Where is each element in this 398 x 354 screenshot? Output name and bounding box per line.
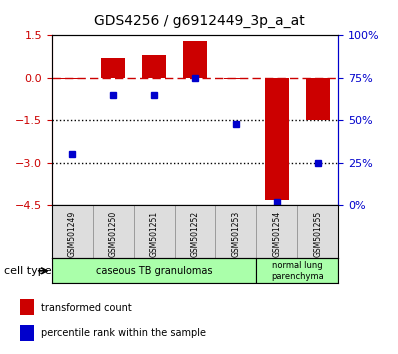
Text: cell type: cell type xyxy=(4,266,52,276)
Text: GDS4256 / g6912449_3p_a_at: GDS4256 / g6912449_3p_a_at xyxy=(94,14,304,28)
Text: GSM501251: GSM501251 xyxy=(150,208,158,263)
Text: GSM501250: GSM501250 xyxy=(109,208,118,263)
Text: percentile rank within the sample: percentile rank within the sample xyxy=(41,328,207,338)
Bar xyxy=(224,78,248,79)
Bar xyxy=(60,78,84,79)
Text: GSM501252: GSM501252 xyxy=(191,208,199,263)
Bar xyxy=(183,41,207,78)
Text: GSM501254: GSM501254 xyxy=(272,208,281,263)
Bar xyxy=(306,78,330,120)
Bar xyxy=(142,55,166,78)
Text: GSM501255: GSM501255 xyxy=(313,208,322,263)
FancyBboxPatch shape xyxy=(256,258,338,283)
Text: GSM501254: GSM501254 xyxy=(272,211,281,257)
Bar xyxy=(101,58,125,78)
FancyBboxPatch shape xyxy=(52,258,256,283)
Text: normal lung
parenchyma: normal lung parenchyma xyxy=(271,261,324,280)
Bar xyxy=(20,299,34,315)
Text: GSM501251: GSM501251 xyxy=(150,211,158,257)
Text: GSM501249: GSM501249 xyxy=(68,208,77,263)
Text: caseous TB granulomas: caseous TB granulomas xyxy=(96,266,212,276)
Text: GSM501249: GSM501249 xyxy=(68,211,77,257)
Text: GSM501253: GSM501253 xyxy=(232,208,240,263)
Text: GSM501253: GSM501253 xyxy=(232,211,240,257)
Text: GSM501250: GSM501250 xyxy=(109,211,118,257)
Text: GSM501255: GSM501255 xyxy=(313,211,322,257)
Bar xyxy=(265,78,289,200)
Text: GSM501252: GSM501252 xyxy=(191,211,199,257)
Bar xyxy=(20,325,34,341)
Text: transformed count: transformed count xyxy=(41,303,132,313)
